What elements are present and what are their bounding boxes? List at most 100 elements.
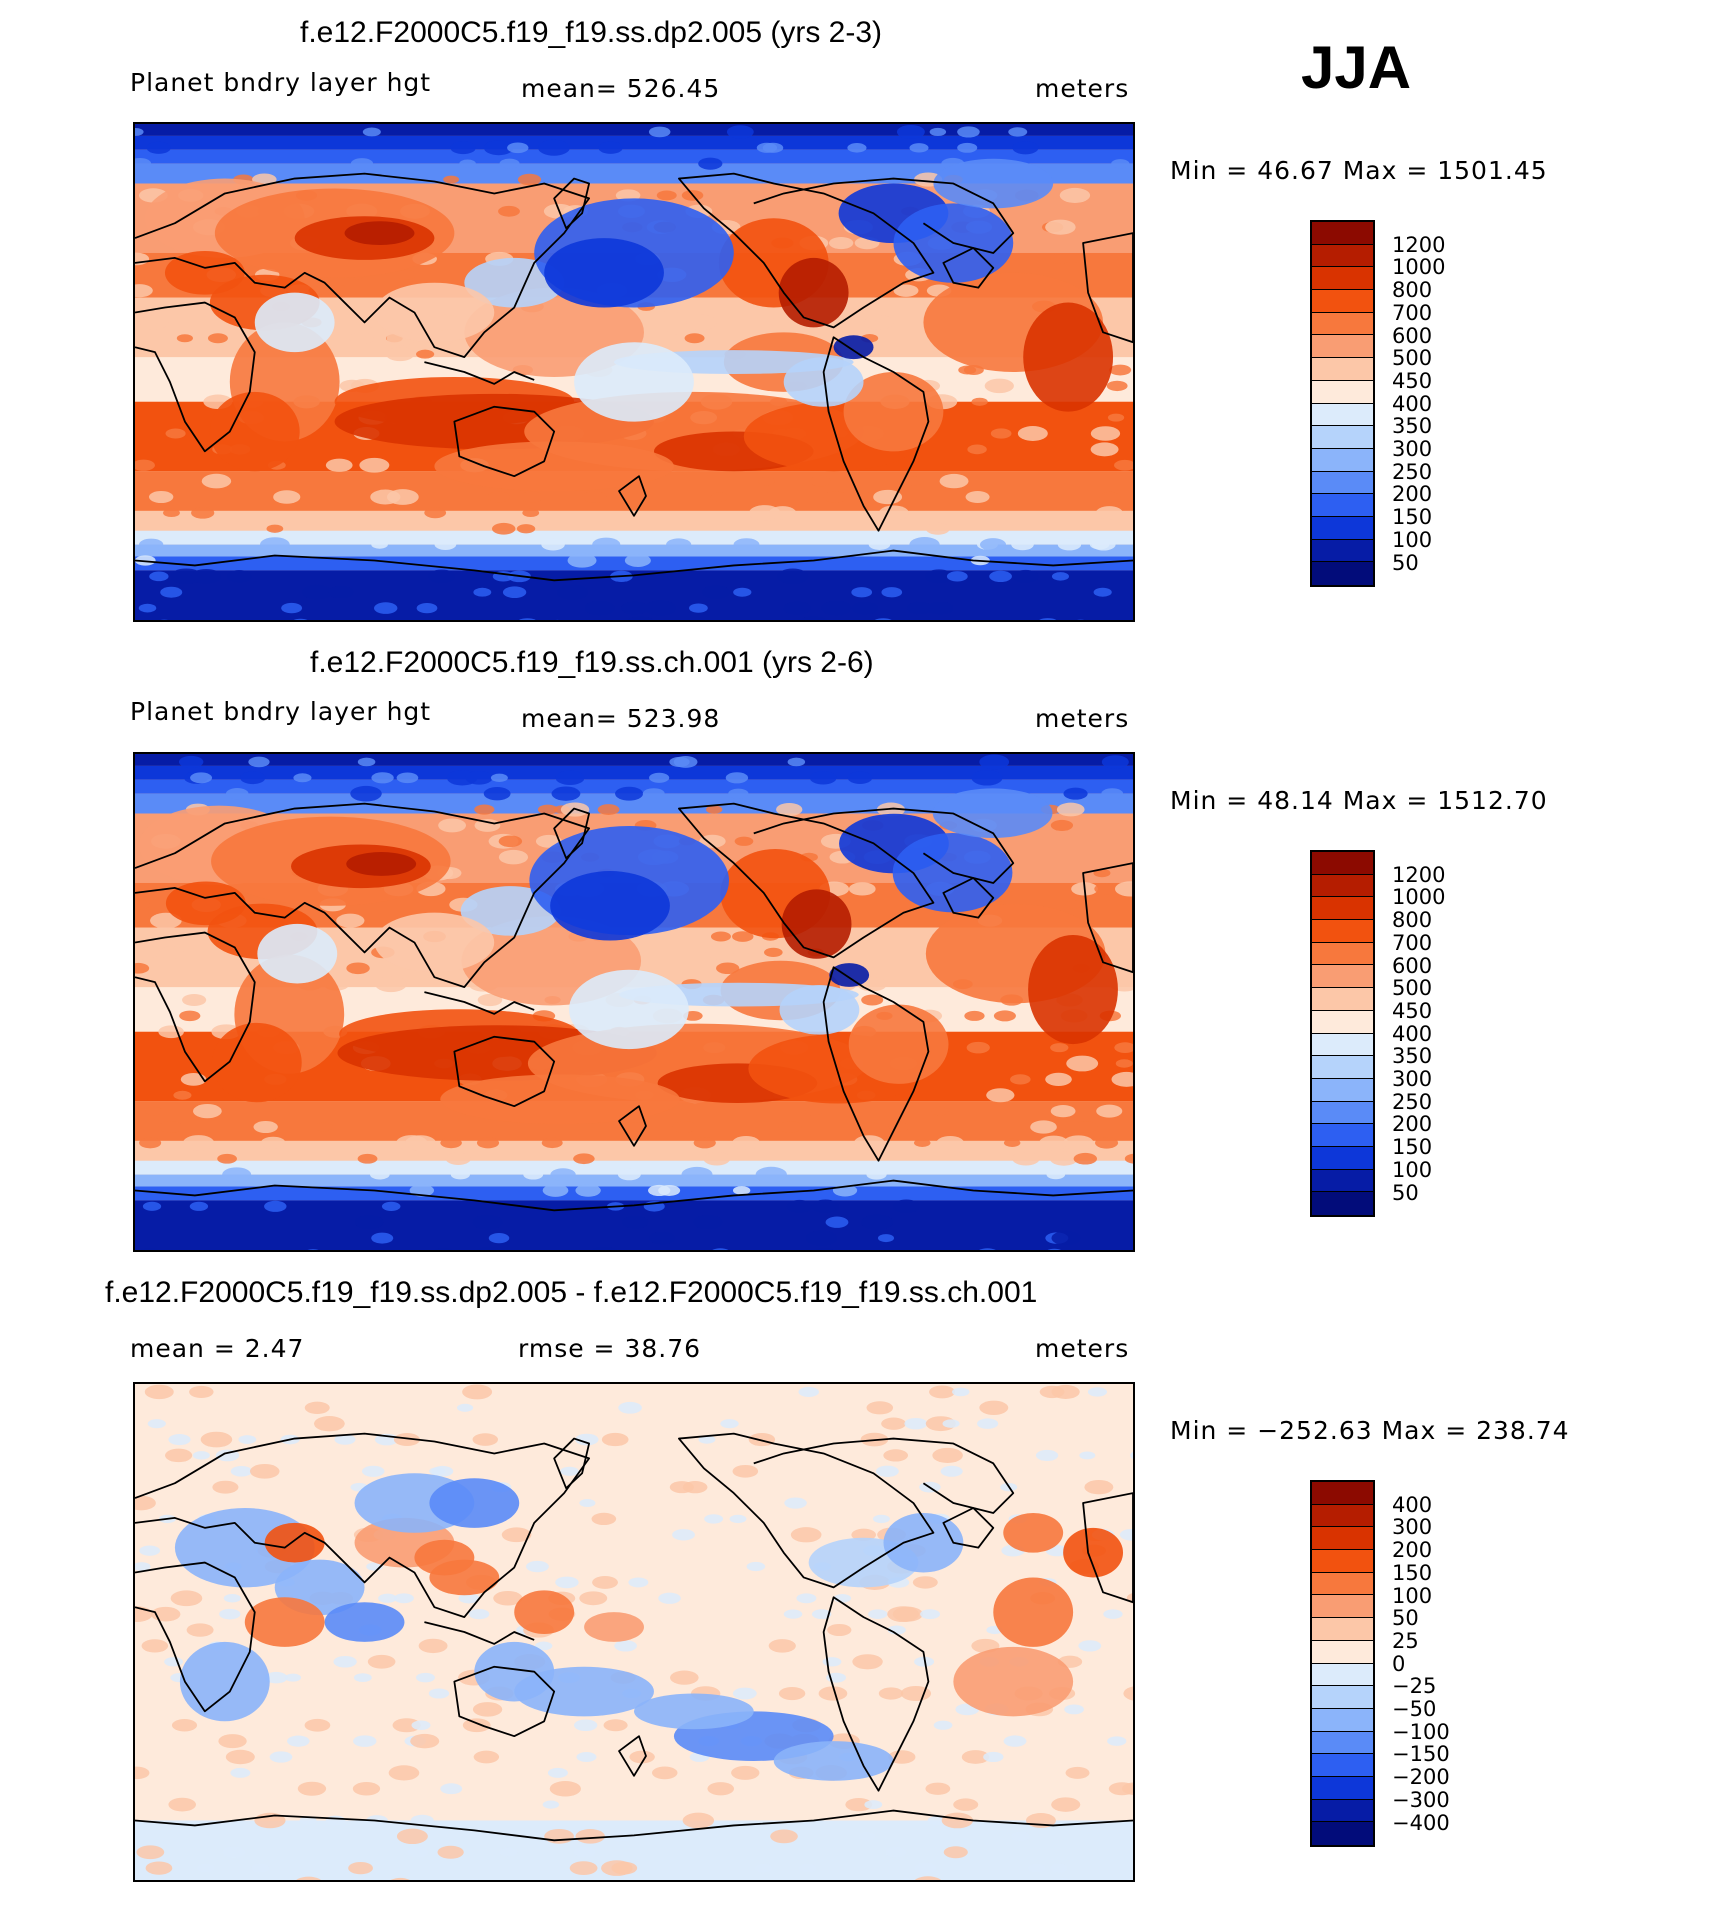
colorbar-box [1312, 942, 1373, 966]
colorbar-box [1312, 1169, 1373, 1193]
mean-label: mean= 523.98 [521, 704, 721, 733]
colorbar-tick-label: −25 [1392, 1674, 1437, 1699]
colorbar-tick-label: 150 [1392, 505, 1433, 530]
colorbar-tick-label: 250 [1392, 459, 1433, 484]
colorbar-tick-label: 400 [1392, 391, 1433, 416]
mean-label: mean= 526.45 [521, 74, 721, 103]
colorbar-tick-label: −150 [1392, 1742, 1450, 1767]
colorbar-tick-label: 800 [1392, 908, 1433, 933]
colorbar-tick-label: 1200 [1392, 232, 1446, 257]
colorbar-box [1312, 1822, 1373, 1845]
season-label: JJA [1301, 34, 1412, 101]
colorbar-tick-label: 200 [1392, 482, 1433, 507]
colorbar-box [1312, 380, 1373, 404]
colorbar-tick-label: 1200 [1392, 862, 1446, 887]
colorbar-tick-label: 200 [1392, 1538, 1433, 1563]
colorbar-box [1312, 290, 1373, 313]
colorbar-box [1312, 539, 1373, 563]
colorbar-tick-label: 150 [1392, 1560, 1433, 1585]
colorbar-box [1312, 1504, 1373, 1528]
colorbar-tick-label: 600 [1392, 323, 1433, 348]
colorbar [1310, 220, 1375, 587]
rmse-label: rmse = 38.76 [518, 1334, 702, 1363]
colorbar-box [1312, 1010, 1373, 1034]
colorbar-box [1312, 267, 1373, 291]
panel-difference: f.e12.F2000C5.f19_f19.ss.dp2.005 - f.e12… [0, 1260, 1710, 1890]
colorbar-box [1312, 403, 1373, 427]
colorbar-tick-label: 100 [1392, 1583, 1433, 1608]
colorbar-box [1312, 1686, 1373, 1709]
colorbar-box [1312, 1146, 1373, 1170]
colorbar-tick-label: 0 [1392, 1651, 1406, 1676]
colorbar-box [1312, 852, 1373, 875]
colorbar-box [1312, 965, 1373, 989]
colorbar-box [1312, 1595, 1373, 1619]
panel-ch-case: f.e12.F2000C5.f19_f19.ss.ch.001 (yrs 2-6… [0, 630, 1710, 1260]
panel-title: f.e12.F2000C5.f19_f19.ss.dp2.005 - f.e12… [105, 1276, 1038, 1309]
colorbar-box [1312, 1056, 1373, 1079]
colorbar-box [1312, 1101, 1373, 1125]
colorbar-box [1312, 562, 1373, 585]
colorbar-box [1312, 1527, 1373, 1551]
colorbar-tick-label: 50 [1392, 1606, 1419, 1631]
contour-map [133, 122, 1135, 622]
colorbar-box [1312, 1640, 1373, 1664]
colorbar-box [1312, 426, 1373, 449]
colorbar-tick-label: 350 [1392, 1044, 1433, 1069]
units-label: meters [1035, 704, 1130, 733]
colorbar-box [1312, 335, 1373, 359]
colorbar-box [1312, 874, 1373, 898]
colorbar-box [1312, 244, 1373, 268]
contour-map [133, 752, 1135, 1252]
colorbar-tick-label: 1000 [1392, 255, 1446, 280]
colorbar-tick-label: 350 [1392, 414, 1433, 439]
colorbar-box [1312, 920, 1373, 943]
min-max-label: Min = 46.67 Max = 1501.45 [1170, 156, 1548, 185]
colorbar-tick-label: 300 [1392, 437, 1433, 461]
variable-label: Planet bndry layer hgt [130, 68, 432, 97]
colorbar-box [1312, 1731, 1373, 1755]
colorbar-box [1312, 1776, 1373, 1800]
colorbar-tick-label: −100 [1392, 1719, 1450, 1744]
colorbar-box [1312, 448, 1373, 472]
colorbar-tick-label: 700 [1392, 300, 1433, 325]
colorbar-tick-label: 800 [1392, 278, 1433, 303]
colorbar [1310, 850, 1375, 1217]
colorbar-box [1312, 1124, 1373, 1147]
colorbar-box [1312, 471, 1373, 495]
panel-title: f.e12.F2000C5.f19_f19.ss.dp2.005 (yrs 2-… [300, 16, 883, 49]
colorbar-tick-label: 200 [1392, 1112, 1433, 1137]
colorbar-box [1312, 897, 1373, 921]
colorbar-box [1312, 358, 1373, 381]
contour-map [133, 1382, 1135, 1882]
colorbar-box [1312, 1572, 1373, 1596]
colorbar-box [1312, 494, 1373, 517]
colorbar-box [1312, 1708, 1373, 1732]
colorbar-tick-label: 300 [1392, 1515, 1433, 1540]
colorbar-tick-label: 50 [1392, 1180, 1419, 1205]
colorbar-tick-label: −50 [1392, 1697, 1437, 1721]
colorbar-box [1312, 1078, 1373, 1102]
colorbar-box [1312, 312, 1373, 336]
units-label: meters [1035, 1334, 1130, 1363]
colorbar-box [1312, 1192, 1373, 1215]
min-max-label: Min = −252.63 Max = 238.74 [1170, 1416, 1570, 1445]
colorbar-tick-label: 450 [1392, 368, 1433, 393]
colorbar-tick-label: −300 [1392, 1787, 1450, 1812]
colorbar-box [1312, 1550, 1373, 1573]
panel-title: f.e12.F2000C5.f19_f19.ss.ch.001 (yrs 2-6… [310, 646, 874, 679]
colorbar-box [1312, 516, 1373, 540]
colorbar-box [1312, 1482, 1373, 1505]
colorbar-box [1312, 1799, 1373, 1823]
colorbar-tick-label: 400 [1392, 1021, 1433, 1046]
colorbar-tick-label: −200 [1392, 1765, 1450, 1790]
colorbar-box [1312, 1663, 1373, 1687]
variable-label: Planet bndry layer hgt [130, 697, 432, 726]
colorbar-tick-label: 400 [1392, 1492, 1433, 1517]
colorbar-box [1312, 222, 1373, 245]
colorbar-tick-label: 100 [1392, 527, 1433, 552]
colorbar-box [1312, 1033, 1373, 1057]
colorbar-tick-label: 600 [1392, 953, 1433, 978]
colorbar-tick-label: 100 [1392, 1157, 1433, 1182]
colorbar-tick-label: 500 [1392, 346, 1433, 371]
